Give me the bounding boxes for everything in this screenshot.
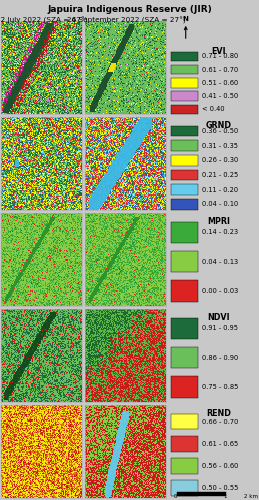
Text: 0.50 - 0.55: 0.50 - 0.55	[202, 485, 238, 491]
Bar	[171, 65, 198, 74]
Bar	[171, 126, 198, 136]
Text: REND: REND	[206, 409, 231, 418]
Text: 0.14 - 0.23: 0.14 - 0.23	[202, 229, 238, 235]
Bar	[171, 78, 198, 88]
Bar	[171, 199, 198, 210]
Text: 0.21 - 0.25: 0.21 - 0.25	[202, 172, 238, 178]
Bar	[171, 376, 198, 398]
Bar	[171, 184, 198, 195]
Text: 0.04 - 0.10: 0.04 - 0.10	[202, 202, 238, 207]
Bar	[171, 92, 198, 101]
Bar	[171, 480, 198, 496]
Text: 0.91 - 0.95: 0.91 - 0.95	[202, 325, 238, 331]
Bar	[171, 52, 198, 61]
Bar	[171, 170, 198, 180]
Bar	[171, 140, 198, 151]
Text: 0.36 - 0.50: 0.36 - 0.50	[202, 128, 238, 134]
Text: EVI: EVI	[212, 47, 226, 56]
Text: 0: 0	[173, 494, 177, 499]
Text: GRND: GRND	[206, 121, 232, 130]
Bar	[171, 155, 198, 166]
Text: 12 July 2022 (SZA = 47°): 12 July 2022 (SZA = 47°)	[0, 16, 88, 24]
Text: N: N	[183, 16, 189, 22]
Text: 26 September 2022 (SZA = 27°): 26 September 2022 (SZA = 27°)	[67, 16, 186, 24]
Text: 2 km: 2 km	[244, 494, 258, 499]
Bar	[171, 458, 198, 473]
Text: 0.00 - 0.03: 0.00 - 0.03	[202, 288, 238, 294]
Text: 0.86 - 0.90: 0.86 - 0.90	[202, 354, 238, 360]
Text: 0.11 - 0.20: 0.11 - 0.20	[202, 187, 238, 193]
Bar	[177, 492, 226, 496]
Bar	[171, 251, 198, 272]
Text: < 0.40: < 0.40	[202, 106, 225, 112]
Bar	[171, 318, 198, 339]
Text: 0.75 - 0.85: 0.75 - 0.85	[202, 384, 238, 390]
Bar	[171, 222, 198, 243]
Bar	[171, 347, 198, 368]
Bar	[171, 414, 198, 430]
Text: 0.71 - 0.80: 0.71 - 0.80	[202, 54, 238, 60]
Text: 0.61 - 0.70: 0.61 - 0.70	[202, 66, 238, 72]
Text: 0.66 - 0.70: 0.66 - 0.70	[202, 418, 238, 424]
Text: 0.61 - 0.65: 0.61 - 0.65	[202, 440, 238, 446]
Text: 0.51 - 0.60: 0.51 - 0.60	[202, 80, 238, 86]
Text: NDVI: NDVI	[207, 313, 230, 322]
Text: 0.56 - 0.60: 0.56 - 0.60	[202, 462, 238, 468]
Text: 0.26 - 0.30: 0.26 - 0.30	[202, 158, 238, 164]
Text: Japuira Indigenous Reserve (JIR): Japuira Indigenous Reserve (JIR)	[47, 5, 212, 14]
Bar	[171, 280, 198, 301]
Text: 0.41 - 0.50: 0.41 - 0.50	[202, 93, 238, 99]
Text: 0.04 - 0.13: 0.04 - 0.13	[202, 258, 238, 264]
Bar	[171, 104, 198, 114]
Text: 1: 1	[223, 494, 227, 499]
Text: 0.31 - 0.35: 0.31 - 0.35	[202, 142, 238, 148]
Bar	[171, 436, 198, 452]
Text: MPRI: MPRI	[207, 217, 230, 226]
